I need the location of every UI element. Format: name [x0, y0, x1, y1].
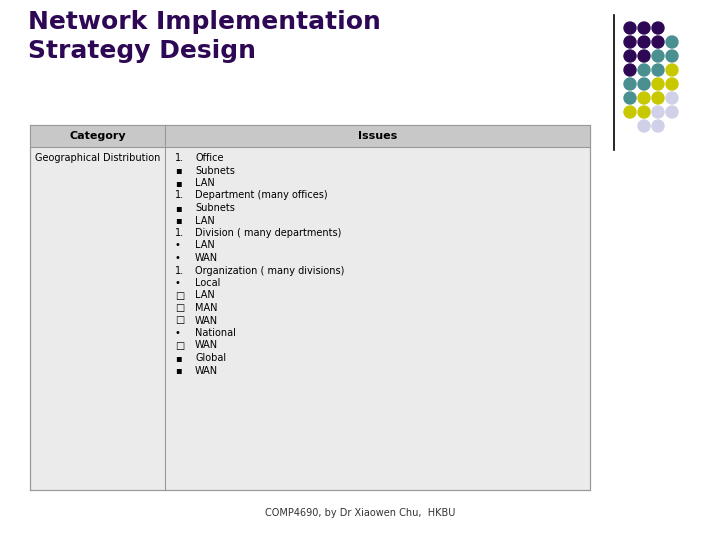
- Text: Network Implementation
Strategy Design: Network Implementation Strategy Design: [28, 10, 381, 63]
- Text: ▪: ▪: [175, 366, 181, 375]
- Text: ▪: ▪: [175, 215, 181, 226]
- Circle shape: [624, 36, 636, 48]
- Text: •: •: [175, 253, 181, 263]
- Text: ▪: ▪: [175, 165, 181, 176]
- Circle shape: [638, 64, 650, 76]
- Circle shape: [652, 50, 664, 62]
- Circle shape: [638, 50, 650, 62]
- Text: Division ( many departments): Division ( many departments): [195, 228, 341, 238]
- Text: WAN: WAN: [195, 315, 218, 326]
- Text: MAN: MAN: [195, 303, 217, 313]
- Text: ▪: ▪: [175, 178, 181, 188]
- Text: Issues: Issues: [358, 131, 397, 141]
- Text: 1.: 1.: [175, 266, 184, 275]
- Circle shape: [624, 78, 636, 90]
- Circle shape: [624, 106, 636, 118]
- Circle shape: [666, 92, 678, 104]
- Circle shape: [624, 22, 636, 34]
- Circle shape: [652, 120, 664, 132]
- Circle shape: [666, 106, 678, 118]
- Text: 1.: 1.: [175, 153, 184, 163]
- Bar: [30, 125, 590, 490]
- Text: Department (many offices): Department (many offices): [195, 191, 328, 200]
- Text: Category: Category: [69, 131, 126, 141]
- Circle shape: [638, 106, 650, 118]
- Text: Geographical Distribution: Geographical Distribution: [35, 153, 161, 163]
- Circle shape: [624, 64, 636, 76]
- Circle shape: [638, 120, 650, 132]
- Circle shape: [652, 22, 664, 34]
- Text: WAN: WAN: [195, 253, 218, 263]
- Text: Office: Office: [195, 153, 223, 163]
- Text: ▪: ▪: [175, 353, 181, 363]
- Text: Organization ( many divisions): Organization ( many divisions): [195, 266, 344, 275]
- Text: •: •: [175, 278, 181, 288]
- Bar: [30, 125, 590, 147]
- Circle shape: [624, 50, 636, 62]
- Circle shape: [638, 78, 650, 90]
- Circle shape: [666, 78, 678, 90]
- Text: □: □: [175, 315, 184, 326]
- Text: •: •: [175, 328, 181, 338]
- Text: WAN: WAN: [195, 366, 218, 375]
- Text: National: National: [195, 328, 236, 338]
- Text: ▪: ▪: [175, 203, 181, 213]
- Text: □: □: [175, 291, 184, 300]
- Text: Global: Global: [195, 353, 226, 363]
- Text: LAN: LAN: [195, 215, 215, 226]
- Text: □: □: [175, 303, 184, 313]
- Text: □: □: [175, 341, 184, 350]
- Circle shape: [652, 78, 664, 90]
- Text: Subnets: Subnets: [195, 165, 235, 176]
- Circle shape: [638, 36, 650, 48]
- Text: 1.: 1.: [175, 228, 184, 238]
- Text: LAN: LAN: [195, 240, 215, 251]
- Circle shape: [652, 64, 664, 76]
- Text: LAN: LAN: [195, 291, 215, 300]
- Circle shape: [666, 64, 678, 76]
- Circle shape: [652, 36, 664, 48]
- Circle shape: [666, 36, 678, 48]
- Text: •: •: [175, 240, 181, 251]
- Text: 1.: 1.: [175, 191, 184, 200]
- Circle shape: [666, 50, 678, 62]
- Text: Local: Local: [195, 278, 220, 288]
- Text: COMP4690, by Dr Xiaowen Chu,  HKBU: COMP4690, by Dr Xiaowen Chu, HKBU: [265, 508, 455, 518]
- Text: Subnets: Subnets: [195, 203, 235, 213]
- Circle shape: [638, 22, 650, 34]
- Text: LAN: LAN: [195, 178, 215, 188]
- Circle shape: [638, 92, 650, 104]
- Text: WAN: WAN: [195, 341, 218, 350]
- Circle shape: [624, 92, 636, 104]
- Circle shape: [652, 92, 664, 104]
- Circle shape: [652, 106, 664, 118]
